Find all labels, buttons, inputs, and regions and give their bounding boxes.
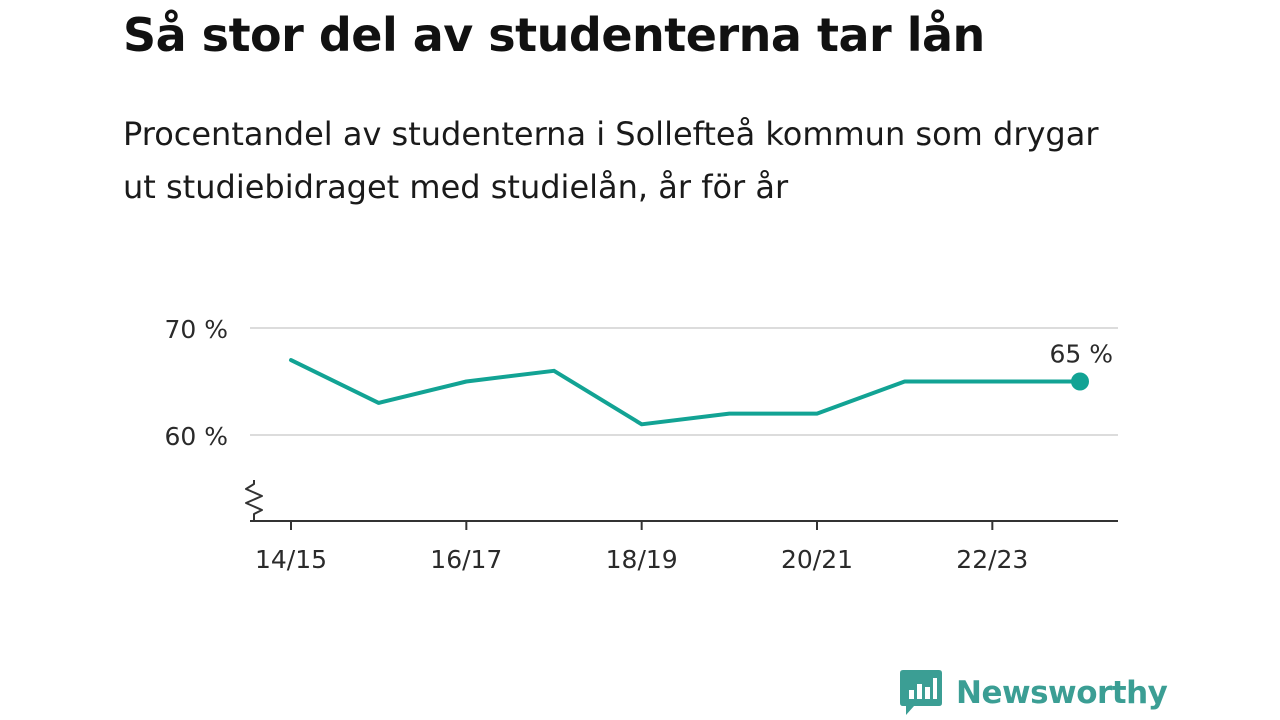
x-axis xyxy=(245,480,1118,530)
x-axis-labels: 14/15 16/17 18/19 20/21 22/23 xyxy=(255,545,1028,574)
y-tick-label: 70 % xyxy=(164,315,228,344)
x-tick-label: 18/19 xyxy=(606,545,678,574)
x-tick-label: 16/17 xyxy=(430,545,502,574)
x-tick-label: 22/23 xyxy=(956,545,1028,574)
series-line xyxy=(289,358,1082,427)
y-axis-labels: 60 % 70 % xyxy=(164,315,228,451)
series-layer xyxy=(289,358,1082,427)
x-tick-label: 14/15 xyxy=(255,545,327,574)
last-point-marker xyxy=(1071,372,1089,391)
newsworthy-logo: Newsworthy xyxy=(900,670,1168,716)
chart-subtitle: Procentandel av studenterna i Sollefteå … xyxy=(123,115,1099,206)
x-tick-label: 20/21 xyxy=(781,545,853,574)
last-value-label: 65 % xyxy=(1049,340,1113,369)
gridlines xyxy=(250,327,1118,436)
newsworthy-logo-icon xyxy=(900,670,942,715)
y-tick-label: 60 % xyxy=(164,422,228,451)
annotation-layer: 65 % xyxy=(1049,340,1113,391)
axis-break-icon xyxy=(245,480,263,521)
brand-name: Newsworthy xyxy=(956,675,1168,711)
chart-title: Så stor del av studenterna tar lån xyxy=(123,8,985,62)
